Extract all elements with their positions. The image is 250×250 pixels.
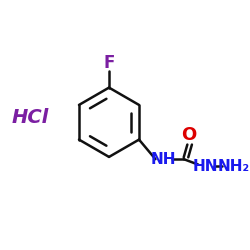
- Text: HCl: HCl: [12, 108, 49, 127]
- Text: NH: NH: [151, 152, 176, 167]
- Text: HN: HN: [193, 159, 218, 174]
- Text: O: O: [182, 126, 197, 144]
- Text: F: F: [103, 54, 115, 72]
- Text: NH₂: NH₂: [218, 159, 250, 174]
